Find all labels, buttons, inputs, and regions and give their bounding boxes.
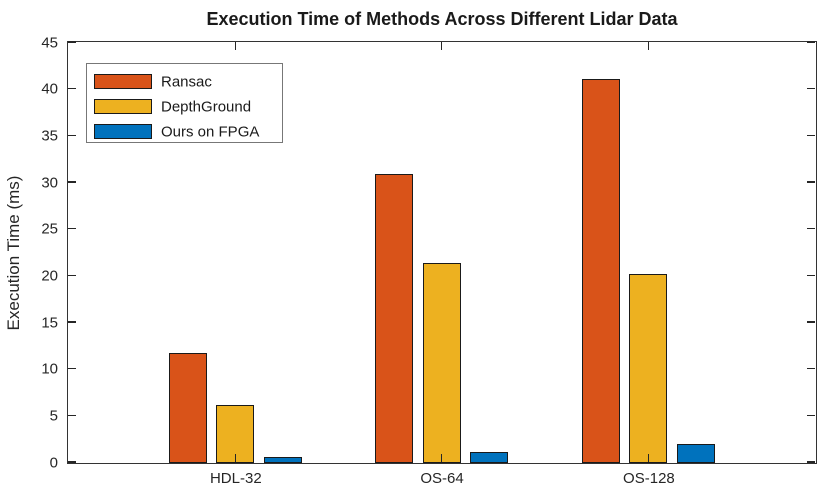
legend-label-ours-on-fpga: Ours on FPGA xyxy=(161,123,260,140)
y-tick-label: 35 xyxy=(41,127,58,145)
y-tick xyxy=(807,274,815,277)
bar-ransac-os-64 xyxy=(375,173,413,463)
bar-ours-on-fpga-os-64 xyxy=(470,451,508,463)
bar-depthground-os-128 xyxy=(629,274,668,463)
y-tick xyxy=(807,181,815,183)
y-tick-label: 45 xyxy=(41,34,58,51)
x-tick-label-os-128: OS-128 xyxy=(623,470,675,487)
y-tick xyxy=(68,367,76,370)
bar-ransac-hdl-32 xyxy=(168,352,207,463)
x-tick xyxy=(234,454,237,462)
y-tick xyxy=(807,461,815,463)
bar-depthground-os-64 xyxy=(422,263,461,463)
y-tick xyxy=(807,87,815,90)
x-tick-label-hdl-32: HDL-32 xyxy=(209,470,262,487)
bar-ransac-os-128 xyxy=(581,79,620,463)
plot-area: Ransac DepthGround Ours on FPGA xyxy=(67,41,817,464)
x-tick xyxy=(647,42,650,50)
y-tick xyxy=(68,87,76,90)
legend-label-depthground: DepthGround xyxy=(161,98,252,115)
bar-ours-on-fpga-os-128 xyxy=(676,444,715,463)
legend-label-ransac: Ransac xyxy=(161,73,212,90)
y-tick-label: 20 xyxy=(41,267,58,285)
plot-inner xyxy=(68,41,816,463)
y-tick xyxy=(68,461,76,463)
x-tick xyxy=(234,42,237,50)
y-tick xyxy=(68,41,76,43)
x-tick xyxy=(440,42,443,50)
y-axis-label: Execution Time (ms) xyxy=(4,175,23,331)
y-tick-label: 15 xyxy=(41,314,58,331)
bar-ours-on-fpga-hdl-32 xyxy=(263,457,302,463)
y-tick-label: 40 xyxy=(41,80,58,98)
y-tick xyxy=(68,181,76,183)
y-tick-label: 25 xyxy=(41,220,58,238)
legend-swatch-ransac xyxy=(94,74,152,89)
bar-depthground-hdl-32 xyxy=(216,405,255,463)
x-tick xyxy=(647,454,650,462)
y-tick xyxy=(68,134,76,137)
legend-swatch-depthground xyxy=(94,99,152,114)
y-tick xyxy=(807,227,815,230)
y-tick xyxy=(68,321,76,323)
x-tick-label-os-64: OS-64 xyxy=(420,470,464,487)
y-tick-label: 10 xyxy=(41,360,58,378)
y-tick xyxy=(807,321,815,323)
y-tick xyxy=(807,134,815,137)
chart-title: Execution Time of Methods Across Differe… xyxy=(206,9,678,29)
y-tick xyxy=(807,367,815,370)
legend-swatch-ours-on-fpga xyxy=(94,124,152,139)
y-tick xyxy=(807,414,815,417)
y-tick-label: 5 xyxy=(49,407,58,425)
x-tick xyxy=(440,454,443,462)
y-tick xyxy=(68,414,76,417)
y-tick xyxy=(68,274,76,277)
y-tick xyxy=(807,41,815,43)
y-tick-label: 0 xyxy=(49,454,58,471)
y-tick xyxy=(68,227,76,230)
y-tick-label: 30 xyxy=(41,174,58,191)
legend: Ransac DepthGround Ours on FPGA xyxy=(86,63,283,143)
